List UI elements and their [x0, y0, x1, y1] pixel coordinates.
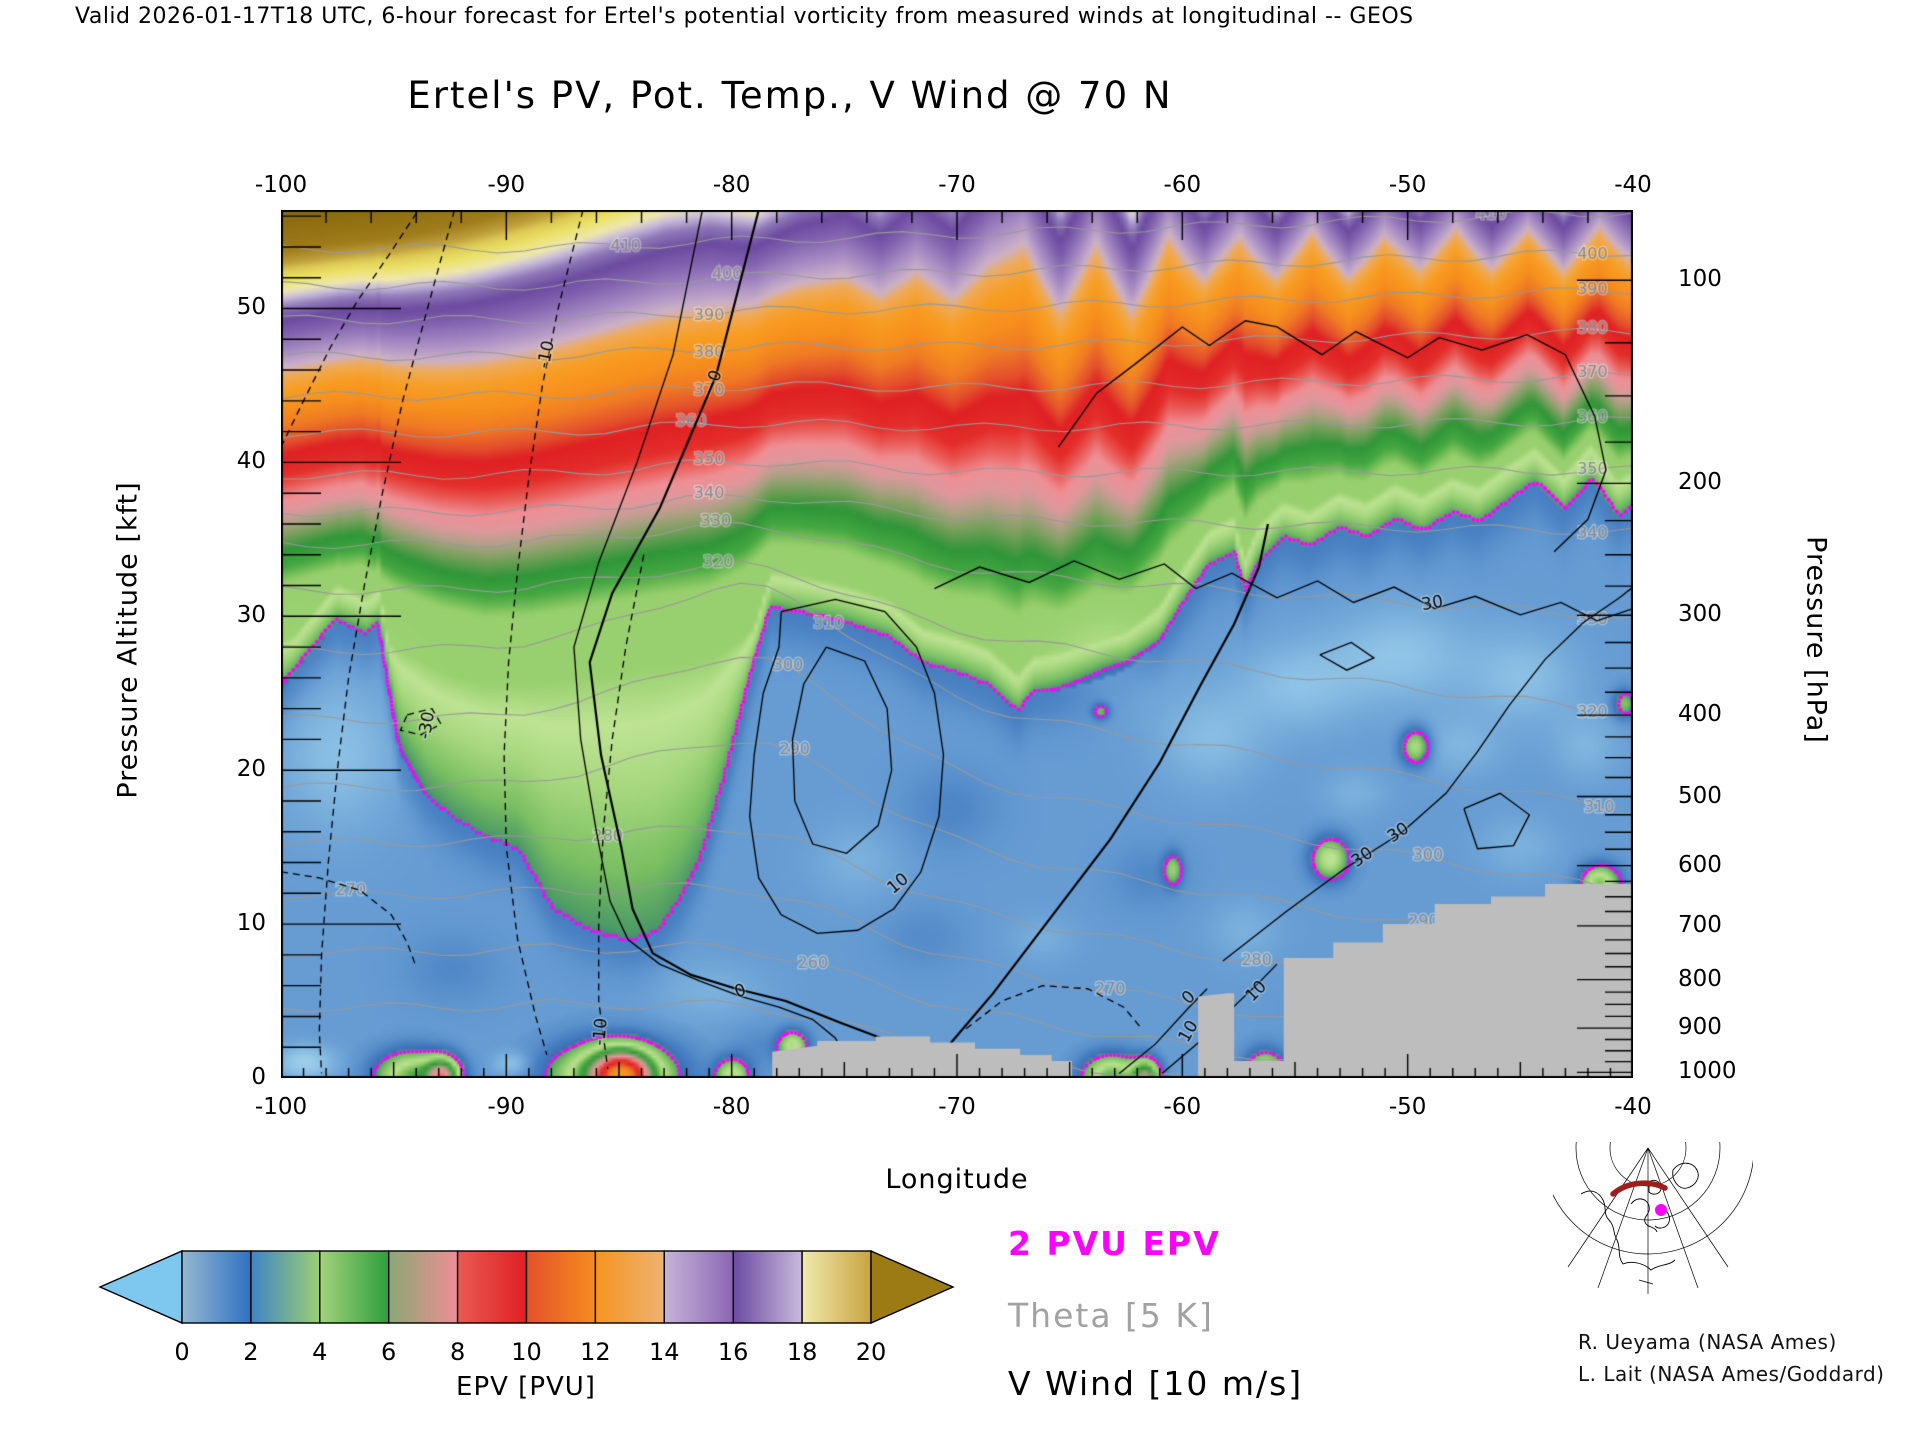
y-left-tick-label: 50 [236, 294, 266, 321]
legend-vwind: V Wind [10 m/s] [1008, 1364, 1304, 1403]
x-tick-label: -40 [1614, 1094, 1652, 1120]
colorbar-tick-label: 4 [312, 1338, 328, 1366]
y-right-tick-label: 1000 [1678, 1058, 1737, 1085]
x-top-tick-label: -60 [1163, 172, 1202, 198]
legend-theta: Theta [5 K] [1008, 1296, 1214, 1335]
y-right-tick-label: 200 [1678, 469, 1722, 496]
x-tick-label: -100 [254, 1094, 308, 1120]
y-left-tick-label: 30 [236, 602, 266, 629]
plot-title: Ertel's PV, Pot. Temp., V Wind @ 70 N [407, 74, 1173, 117]
y-right-tick-label: 900 [1678, 1014, 1722, 1041]
y-left-tick-label: 0 [251, 1064, 266, 1090]
colorbar-tick-label: 16 [717, 1338, 749, 1366]
location-map-inset [1553, 1142, 1753, 1294]
credit-line-2: L. Lait (NASA Ames/Goddard) [1578, 1362, 1885, 1386]
colorbar [98, 1249, 955, 1325]
flight-track-arc [1610, 1180, 1668, 1197]
y-right-tick-label: 600 [1678, 851, 1722, 878]
y-left-tick-label: 40 [236, 448, 266, 475]
y-right-tick-label: 500 [1678, 782, 1722, 809]
credit-line-1: R. Ueyama (NASA Ames) [1578, 1330, 1837, 1354]
colorbar-tick-label: 14 [649, 1338, 680, 1366]
y-left-tick-label: 20 [236, 756, 266, 783]
x-top-tick-label: -50 [1388, 172, 1427, 198]
cross-section-canvas [281, 210, 1633, 1078]
y-right-tick-label: 100 [1678, 266, 1722, 293]
x-top-tick-label: -100 [254, 172, 308, 198]
x-tick-label: -80 [712, 1094, 751, 1120]
colorbar-tick-label: 12 [580, 1338, 611, 1366]
x-tick-label: -50 [1388, 1094, 1427, 1120]
y-left-tick-label: 10 [236, 910, 266, 937]
y-right-axis-label: Pressure [hPa] [1800, 536, 1832, 744]
x-tick-label: -90 [487, 1094, 526, 1120]
validity-header: Valid 2026-01-17T18 UTC, 6-hour forecast… [75, 4, 1414, 29]
x-top-tick-label: -40 [1614, 172, 1652, 198]
y-right-tick-label: 700 [1678, 911, 1722, 938]
x-tick-label: -60 [1163, 1094, 1202, 1120]
y-right-tick-label: 400 [1678, 701, 1722, 728]
y-left-axis-label: Pressure Altitude [kft] [112, 481, 144, 799]
colorbar-tick-label: 2 [243, 1338, 259, 1366]
colorbar-tick-label: 10 [511, 1338, 542, 1366]
legend-epv: 2 PVU EPV [1008, 1224, 1221, 1263]
y-right-tick-label: 800 [1678, 965, 1722, 992]
x-top-tick-label: -90 [487, 172, 526, 198]
colorbar-caption: EPV [PVU] [456, 1372, 596, 1402]
colorbar-tick-label: 6 [381, 1338, 397, 1366]
colorbar-tick-label: 8 [449, 1338, 466, 1366]
x-top-tick-label: -70 [938, 172, 976, 198]
location-marker-dot [1655, 1204, 1667, 1216]
x-top-tick-label: -80 [712, 172, 751, 198]
y-right-tick-label: 300 [1678, 601, 1722, 628]
map-graticule [1553, 1142, 1753, 1294]
colorbar-tick-label: 18 [786, 1338, 818, 1366]
x-axis-label: Longitude [885, 1164, 1029, 1195]
x-tick-label: -70 [938, 1094, 976, 1120]
colorbar-tick-label: 20 [855, 1338, 887, 1366]
colorbar-tick-label: 0 [174, 1338, 190, 1366]
